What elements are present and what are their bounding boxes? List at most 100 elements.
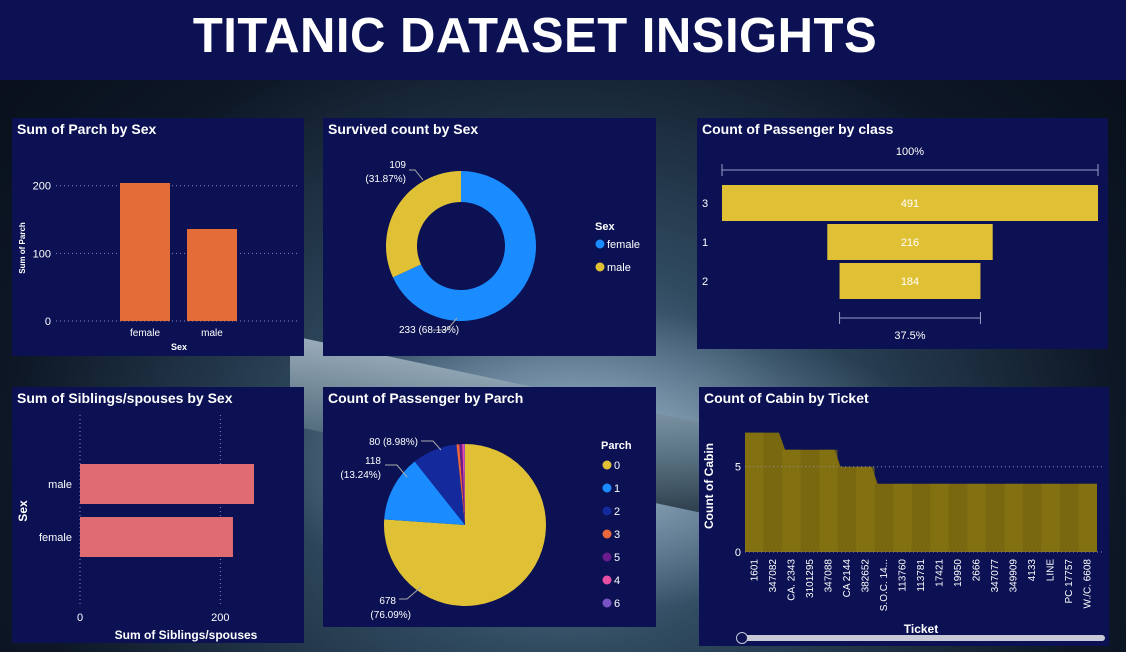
bar-female — [120, 183, 170, 321]
x-tick-label: 382652 — [860, 559, 871, 593]
legend-label: 2 — [614, 506, 620, 518]
bar-male — [187, 229, 237, 321]
horizontal-scrollbar[interactable] — [739, 635, 1105, 641]
x-tick-label: 347077 — [990, 559, 1001, 593]
slice-data-label: 109 — [389, 160, 406, 171]
funnel-value-label: 491 — [901, 198, 919, 210]
funnel-category-label: 2 — [702, 276, 708, 288]
funnel-value-label: 216 — [901, 237, 919, 249]
panel-cabin-by-ticket[interactable]: 0 5 1601 347082 CA. 2343 3101295 347088 CA 2144… — [699, 387, 1109, 646]
label-leader-line — [399, 586, 422, 600]
siblings-by-sex-chart: 0 200 male female Sum of Siblings/spouses Sex — [16, 415, 258, 642]
y-tick-label: male — [48, 479, 72, 491]
y-tick-label: 200 — [33, 181, 51, 193]
scrollbar-handle[interactable] — [736, 632, 748, 644]
x-axis-label: Sex — [171, 342, 187, 352]
x-tick-label: 2666 — [972, 559, 983, 582]
legend-title: Sex — [595, 221, 615, 233]
panel-passenger-by-parch[interactable]: 678 (76.09%) 118 (13.24%) 80 (8.98%) Parch 0 1 2… — [323, 387, 656, 627]
siblings-by-sex-title: Sum of Siblings/spouses by Sex — [17, 390, 233, 406]
slice-data-label: (76.09%) — [370, 610, 411, 621]
survived-by-sex-chart: 233 (68.13%) 109 (31.87%) Sex female male — [365, 160, 640, 336]
parch-by-sex-chart: 0 100 200 female male Sex Sum of Parch — [18, 181, 298, 352]
legend-marker-parch-6 — [602, 598, 612, 608]
donut-slice-female — [392, 171, 536, 321]
panel-parch-by-sex[interactable]: 0 100 200 female male Sex Sum of Parch Sum of … — [12, 118, 304, 356]
slice-data-label: 118 — [365, 456, 381, 467]
x-tick-label: 200 — [211, 612, 229, 624]
slice-data-label: 678 — [379, 596, 396, 607]
bar-female — [80, 517, 233, 557]
legend-label: female — [607, 239, 640, 251]
pie-slice-parch-3 — [456, 444, 465, 525]
x-tick-label: S.O.C. 14... — [879, 559, 890, 611]
bar-male — [80, 464, 254, 504]
cabin-bar-349909 — [1004, 483, 1023, 552]
funnel-bar-class-1 — [827, 224, 993, 260]
slice-data-label: 233 (68.13%) — [399, 325, 459, 336]
cabin-by-ticket-title: Count of Cabin by Ticket — [704, 390, 869, 406]
dashboard-title: TITANIC DATASET INSIGHTS — [192, 9, 878, 63]
cabin-bar-1601 — [745, 432, 764, 552]
cabin-bar-17421 — [930, 483, 949, 552]
x-tick-label: 349909 — [1009, 559, 1020, 593]
pie-slice-parch-6 — [464, 444, 465, 525]
funnel-category-label: 3 — [702, 198, 708, 210]
x-tick-label: W./C. 6608 — [1083, 559, 1094, 609]
dashboard-header: TITANIC DATASET INSIGHTS — [0, 0, 1126, 80]
passenger-by-parch-title: Count of Passenger by Parch — [328, 390, 524, 406]
x-tick-label: female — [130, 328, 160, 339]
cabin-bar-2666 — [967, 483, 986, 552]
label-leader-line — [433, 317, 458, 331]
legend-marker-parch-5 — [602, 552, 612, 562]
pie-slice-parch-4 — [462, 444, 465, 525]
x-tick-label: CA. 2343 — [786, 559, 797, 601]
funnel-category-label: 1 — [702, 237, 708, 249]
slice-data-label: 80 (8.98%) — [369, 437, 418, 448]
x-tick-label: PC 17757 — [1064, 559, 1075, 604]
y-axis-label: Sum of Parch — [18, 222, 27, 274]
panel-siblings-by-sex[interactable]: 0 200 male female Sum of Siblings/spouses Sex… — [12, 387, 304, 643]
legend-label: 0 — [614, 460, 620, 472]
x-axis-label: Sum of Siblings/spouses — [115, 628, 258, 642]
parch-by-sex-title: Sum of Parch by Sex — [17, 121, 157, 137]
cabin-bar-w-c-6608 — [1078, 483, 1097, 552]
label-leader-line — [421, 440, 442, 451]
x-axis-label: Ticket — [904, 622, 938, 636]
cabin-by-ticket-chart: 0 5 1601 347082 CA. 2343 3101295 347088 CA 2144… — [702, 432, 1103, 636]
y-tick-label: 5 — [735, 462, 741, 474]
x-tick-label: CA 2144 — [842, 559, 853, 598]
x-tick-label: 347088 — [823, 559, 834, 593]
y-tick-label: female — [39, 532, 72, 544]
legend-title: Parch — [601, 440, 632, 452]
label-leader-line — [385, 464, 408, 478]
label-leader-line — [409, 169, 424, 181]
funnel-value-label: 184 — [901, 276, 919, 288]
y-axis-label: Sex — [16, 500, 30, 522]
legend-marker-parch-2 — [602, 506, 612, 516]
panel-survived-by-sex[interactable]: 233 (68.13%) 109 (31.87%) Sex female male Sur… — [323, 118, 656, 356]
legend-marker-male — [595, 262, 605, 272]
legend-marker-parch-4 — [602, 575, 612, 585]
cabin-bar-line — [1041, 483, 1060, 552]
cabin-bar-ca-2343 — [782, 449, 801, 552]
legend-marker-parch-1 — [602, 483, 612, 493]
funnel-top-percent: 100% — [896, 146, 924, 158]
donut-slice-male — [386, 171, 461, 278]
cabin-bar-113760 — [893, 483, 912, 552]
x-tick-label: 4133 — [1027, 559, 1038, 582]
cabin-bar-382652 — [856, 466, 875, 552]
slice-data-label: (31.87%) — [365, 174, 406, 185]
x-tick-label: 347082 — [768, 559, 779, 593]
legend-label: 4 — [614, 575, 620, 587]
pie-slice-parch-5 — [459, 444, 465, 525]
pie-slice-parch-2 — [414, 444, 465, 525]
passenger-by-class-title: Count of Passenger by class — [702, 121, 894, 137]
y-tick-label: 0 — [45, 316, 51, 328]
x-tick-label: male — [201, 328, 223, 339]
survived-by-sex-title: Survived count by Sex — [328, 121, 479, 137]
panel-passenger-by-class[interactable]: 100% 491 3 216 1 184 2 37.5% Count of Passenger… — [697, 118, 1108, 349]
slice-data-label: (13.24%) — [340, 470, 381, 481]
legend-label: 6 — [614, 598, 620, 610]
legend-label: 3 — [614, 529, 620, 541]
